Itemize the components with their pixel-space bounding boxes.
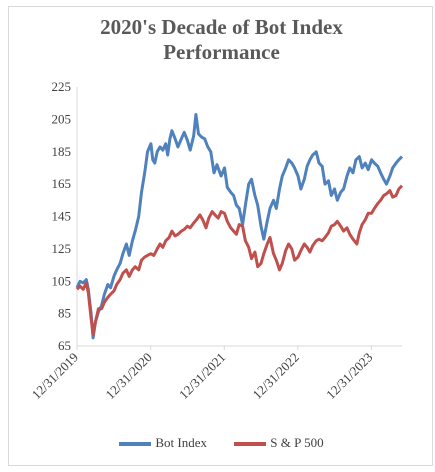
chart-frame: 2020's Decade of Bot Index Performance 6…: [8, 6, 433, 466]
x-tick-label: 12/31/2023: [323, 350, 375, 402]
legend-swatch-bot-index: [119, 442, 152, 447]
plot-area: 65 85 105 125 145 165 185 205 225 12/31/2019 12/31…: [29, 79, 404, 402]
y-tick-label: 145: [52, 209, 72, 224]
y-tick-label: 125: [52, 241, 72, 256]
y-tick-label: 85: [58, 306, 71, 321]
y-tick-label: 225: [52, 79, 72, 94]
y-tick-label: 105: [52, 273, 72, 288]
y-tick-label: 65: [58, 338, 71, 353]
series-line-bot-index: [75, 113, 404, 340]
legend: Bot Index S & P 500: [9, 435, 434, 451]
legend-label-bot-index: Bot Index: [155, 435, 208, 450]
x-tick-label: 12/31/2019: [29, 350, 81, 402]
y-tick-label: 165: [52, 176, 72, 191]
series-line-sp500: [75, 184, 404, 337]
chart-title-line-1: 2020's Decade of Bot Index: [100, 15, 343, 39]
legend-item-sp500: S & P 500: [234, 435, 324, 451]
legend-swatch-sp500: [234, 442, 267, 447]
x-tick-label: 12/31/2020: [102, 350, 154, 402]
y-tick-label: 185: [52, 144, 72, 159]
x-tick-label: 12/31/2021: [176, 350, 228, 402]
chart-title-line-2: Performance: [163, 40, 280, 64]
legend-label-sp500: S & P 500: [270, 435, 324, 450]
chart-title: 2020's Decade of Bot Index Performance: [9, 15, 434, 65]
y-tick-label: 205: [52, 111, 72, 126]
legend-item-bot-index: Bot Index: [119, 435, 207, 451]
x-tick-label: 12/31/2022: [249, 350, 301, 402]
